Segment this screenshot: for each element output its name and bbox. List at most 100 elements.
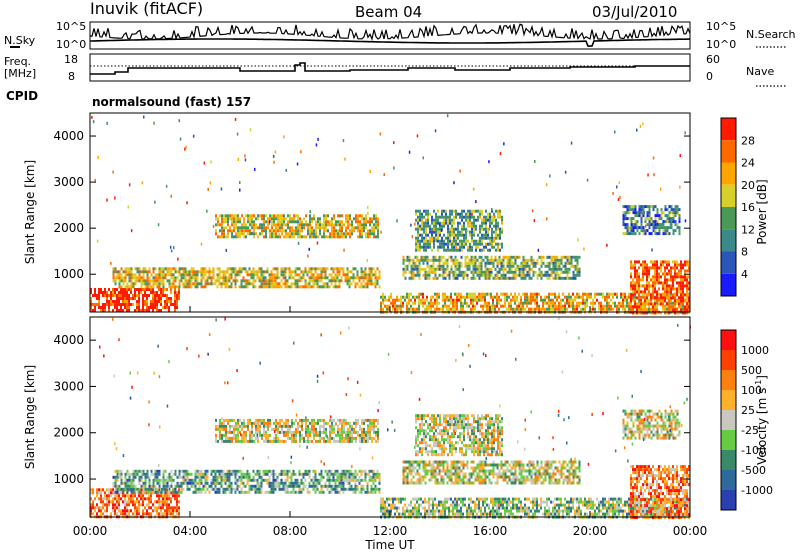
heatmap-cell bbox=[449, 236, 451, 240]
heatmap-cell bbox=[638, 308, 640, 312]
heatmap-cell bbox=[216, 490, 219, 494]
heatmap-cell bbox=[672, 275, 674, 279]
heatmap-cell bbox=[514, 307, 516, 311]
heatmap-cell bbox=[474, 307, 476, 311]
heatmap-cell bbox=[264, 469, 267, 473]
heatmap-cell bbox=[116, 512, 118, 516]
heatmap-cell bbox=[126, 484, 129, 488]
heatmap-cell bbox=[558, 258, 561, 262]
heatmap-cell bbox=[254, 273, 257, 277]
heatmap-cell bbox=[214, 478, 217, 482]
heatmap-cell bbox=[600, 304, 602, 308]
heatmap-cell bbox=[288, 481, 291, 485]
heatmap-cell bbox=[156, 306, 158, 309]
heatmap-speck bbox=[106, 198, 108, 202]
heatmap-cell bbox=[447, 221, 449, 225]
heatmap-cell bbox=[652, 307, 654, 311]
heatmap-cell bbox=[348, 475, 351, 479]
heatmap-cell bbox=[260, 279, 263, 283]
heatmap-cell bbox=[158, 481, 161, 485]
heatmap-cell bbox=[664, 275, 666, 279]
heatmap-cell bbox=[674, 308, 676, 312]
heatmap-cell bbox=[632, 208, 635, 212]
heatmap-cell bbox=[636, 214, 639, 218]
heatmap-cell bbox=[485, 209, 487, 213]
heatmap-cell bbox=[288, 490, 291, 494]
heatmap-cell bbox=[170, 481, 173, 485]
heatmap-cell bbox=[650, 220, 653, 224]
heatmap-cell bbox=[550, 304, 552, 308]
heatmap-cell bbox=[558, 261, 561, 265]
heatmap-cell bbox=[415, 212, 417, 216]
heatmap-cell bbox=[616, 292, 618, 296]
heatmap-cell bbox=[370, 490, 373, 494]
heatmap-cell bbox=[622, 220, 625, 224]
heatmap-cell bbox=[475, 209, 477, 213]
heatmap-cell bbox=[406, 304, 408, 308]
heatmap-cell bbox=[461, 242, 463, 246]
heatmap-cell bbox=[156, 481, 159, 485]
heatmap-cell bbox=[210, 279, 213, 283]
heatmap-cell bbox=[360, 285, 363, 289]
heatmap-cell bbox=[453, 236, 455, 240]
heatmap-cell bbox=[160, 509, 162, 513]
heatmap-cell bbox=[634, 302, 636, 306]
heatmap-cell bbox=[680, 293, 682, 297]
heatmap-cell bbox=[237, 220, 239, 224]
heatmap-cell bbox=[686, 308, 688, 312]
heatmap-cell bbox=[652, 275, 654, 279]
heatmap-cell bbox=[172, 273, 175, 277]
heatmap-cell bbox=[249, 223, 251, 227]
colorbar-segment bbox=[721, 162, 736, 185]
heatmap-cell bbox=[528, 298, 530, 302]
heatmap-cell bbox=[180, 490, 183, 494]
heatmap-speck bbox=[564, 170, 567, 174]
heatmap-cell bbox=[231, 418, 233, 422]
heatmap-cell bbox=[265, 220, 267, 224]
heatmap-cell bbox=[182, 282, 185, 286]
heatmap-cell bbox=[499, 209, 501, 213]
heatmap-cell bbox=[436, 304, 438, 308]
heatmap-cell bbox=[510, 276, 513, 280]
heatmap-cell bbox=[554, 255, 557, 259]
heatmap-cell bbox=[122, 276, 125, 280]
heatmap-cell bbox=[490, 292, 492, 296]
heatmap-cell bbox=[263, 226, 265, 230]
heatmap-cell bbox=[158, 273, 161, 277]
heatmap-cell bbox=[442, 255, 445, 259]
heatmap-cell bbox=[618, 301, 620, 305]
heatmap-cell bbox=[210, 469, 213, 473]
heatmap-cell bbox=[474, 298, 476, 302]
heatmap-speck bbox=[169, 245, 172, 249]
heatmap-cell bbox=[186, 282, 189, 286]
heatmap-cell bbox=[656, 296, 658, 300]
heatmap-cell bbox=[498, 270, 501, 274]
heatmap-cell bbox=[240, 267, 243, 271]
heatmap-cell bbox=[348, 285, 351, 289]
heatmap-cell bbox=[648, 232, 651, 236]
heatmap-cell bbox=[461, 233, 463, 237]
heatmap-cell bbox=[582, 295, 584, 299]
heatmap-cell bbox=[204, 282, 207, 286]
heatmap-cell bbox=[345, 232, 347, 236]
heatmap-cell bbox=[465, 215, 467, 219]
heatmap-cell bbox=[307, 223, 309, 227]
heatmap-cell bbox=[668, 293, 670, 297]
heatmap-cell bbox=[566, 295, 568, 299]
heatmap-cell bbox=[274, 273, 277, 277]
heatmap-cell bbox=[320, 273, 323, 277]
heatmap-cell bbox=[632, 308, 634, 312]
heatmap-cell bbox=[644, 290, 646, 294]
heatmap-cell bbox=[418, 264, 421, 268]
heatmap-cell bbox=[494, 267, 497, 271]
heatmap-cell bbox=[602, 304, 604, 308]
heatmap-cell bbox=[550, 301, 552, 305]
heatmap-cell bbox=[174, 291, 176, 294]
heatmap-cell bbox=[666, 263, 668, 267]
heatmap-cell bbox=[164, 294, 166, 297]
heatmap-cell bbox=[247, 232, 249, 236]
heatmap-cell bbox=[309, 232, 311, 236]
heatmap-cell bbox=[676, 260, 678, 264]
heatmap-cell bbox=[412, 264, 415, 268]
